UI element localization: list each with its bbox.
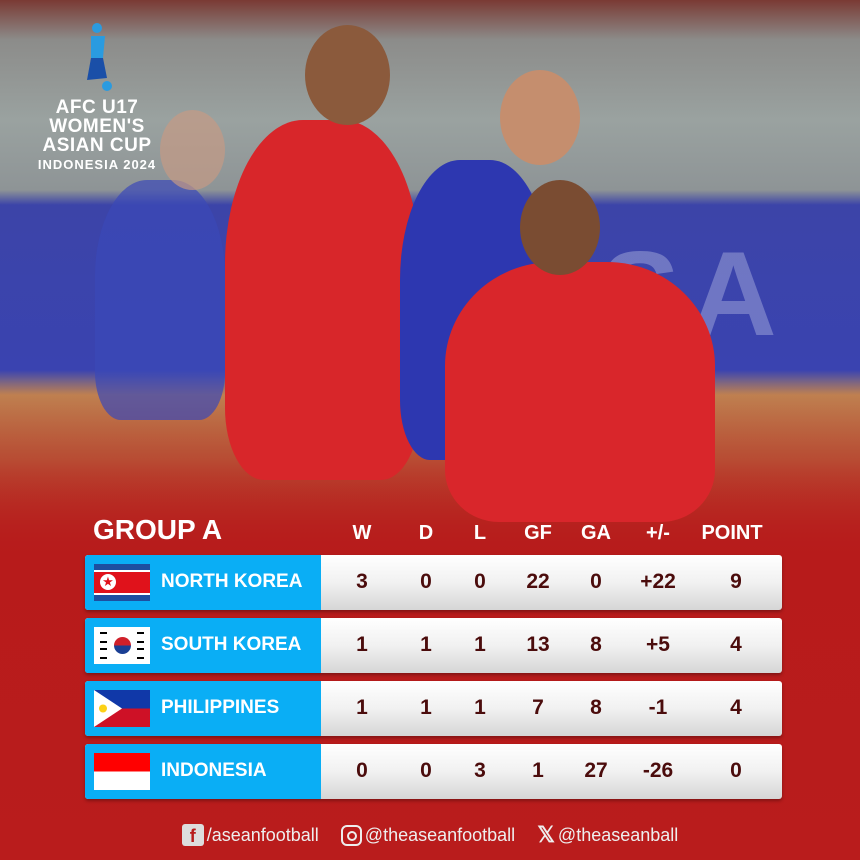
x-handle: @theaseanball [557,824,679,845]
stat-cell: 3 [474,759,486,782]
stat-cell: 0 [474,570,486,593]
stat-cell: +5 [646,633,670,656]
team-name: NORTH KOREA [161,571,303,592]
table-row: SOUTH KOREA 1 1 1 13 8 +5 4 [85,618,782,673]
team-cell: INDONESIA [85,744,321,799]
x-icon: 𝕏 [537,822,555,847]
stat-cell: 0 [730,759,742,782]
stat-cell: 1 [356,633,368,656]
col-header-d: D [418,522,434,544]
instagram-link[interactable]: @theaseanfootball [340,822,516,848]
logo-line: AFC U17 [55,97,139,118]
stat-cell: 1 [420,633,432,656]
stat-cell: 1 [532,759,544,782]
team-name: SOUTH KOREA [161,634,302,655]
stat-cell: 1 [474,696,486,719]
stat-cell: 0 [420,570,432,593]
social-footer: f/aseanfootball @theaseanfootball 𝕏 @thea… [0,822,860,848]
stat-cell: 0 [590,570,602,593]
stat-cell: 1 [356,696,368,719]
stat-cell: 1 [474,633,486,656]
facebook-icon: f [181,824,204,846]
logo-line: WOMEN'S [49,116,145,137]
group-title: GROUP A [93,514,223,545]
stat-cell: +22 [640,570,676,593]
player-logo-icon [77,22,117,92]
col-header-gf: GF [524,522,552,544]
table-row: INDONESIA 0 0 3 1 27 -26 0 [85,744,782,799]
team-name: PHILIPPINES [161,697,280,718]
col-header-ga: GA [581,522,611,544]
stat-cell: 4 [730,633,742,656]
stat-cell: 0 [420,759,432,782]
stat-cell: 4 [730,696,742,719]
table-row: ★ NORTH KOREA 3 0 0 22 0 +22 9 [85,555,782,610]
col-header-l: L [473,522,487,544]
col-header-gd: +/- [646,522,670,544]
logo-line: ASIAN CUP [42,135,152,156]
player-silhouette [445,262,715,522]
south-korea-flag [94,627,150,664]
stat-cell: 27 [584,759,608,782]
stat-cell: 1 [420,696,432,719]
instagram-handle: @theaseanfootball [364,824,516,845]
stat-cell: -26 [642,759,674,782]
stat-cell: 8 [590,696,602,719]
player-silhouette [95,180,225,420]
philippines-flag [94,690,150,727]
player-head [305,25,390,125]
col-header-w: W [352,522,372,544]
logo-line: INDONESIA 2024 [37,157,157,172]
stat-cell: 22 [526,570,550,593]
team-cell: SOUTH KOREA [85,618,321,673]
stat-cell: 7 [532,696,544,719]
stat-cell: 0 [356,759,368,782]
stat-cell: 13 [526,633,550,656]
team-name: INDONESIA [161,760,267,781]
player-head [520,180,600,275]
player-head [500,70,580,165]
indonesia-flag [94,753,150,790]
stat-cell: -1 [648,696,668,719]
team-cell: ★ NORTH KOREA [85,555,321,610]
stat-cell: 9 [730,570,742,593]
team-cell: PHILIPPINES [85,681,321,736]
stat-cell: 3 [356,570,368,593]
player-head [160,110,225,190]
instagram-icon [340,824,362,846]
facebook-handle: /aseanfootball [206,824,319,845]
col-header-point: POINT [701,522,763,544]
x-link[interactable]: 𝕏 @theaseanball [537,822,678,848]
stat-cell: 8 [590,633,602,656]
facebook-link[interactable]: f/aseanfootball [181,822,319,848]
player-silhouette [225,120,420,480]
tournament-logo: AFC U17 WOMEN'S ASIAN CUP INDONESIA 2024 [22,22,172,172]
table-row: PHILIPPINES 1 1 1 7 8 -1 4 [85,681,782,736]
north-korea-flag: ★ [94,564,150,601]
